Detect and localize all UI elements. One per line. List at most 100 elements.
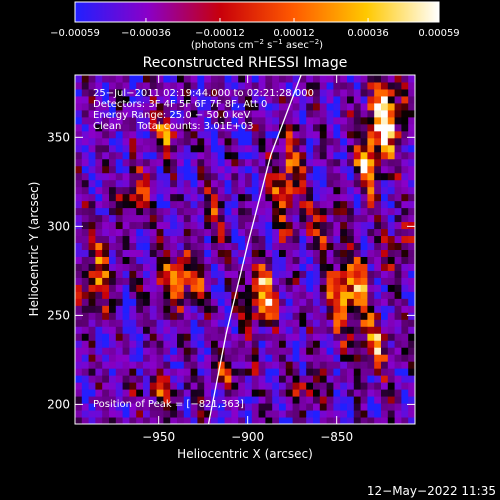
heatmap-cell (245, 207, 253, 216)
heatmap-cell (197, 312, 205, 320)
heatmap-cell (102, 186, 110, 195)
heatmap-cell (217, 151, 226, 160)
heatmap-cell (136, 200, 144, 209)
heatmap-cell (217, 95, 226, 104)
annotation-peak-position: Position of Peak = [−821,363] (93, 399, 244, 410)
heatmap-cell (272, 291, 280, 299)
heatmap-cell (272, 417, 280, 424)
heatmap-cell (367, 291, 375, 299)
heatmap-cell (129, 284, 137, 292)
heatmap-cell (75, 186, 83, 195)
heatmap-cell (231, 263, 239, 271)
heatmap-cell (217, 88, 226, 97)
heatmap-cell (360, 214, 368, 223)
heatmap-cell (115, 291, 124, 299)
heatmap-cell (231, 81, 239, 90)
heatmap-cell (156, 389, 164, 397)
heatmap-cell (136, 354, 144, 362)
heatmap-cell (245, 221, 253, 230)
heatmap-cell (75, 172, 83, 181)
heatmap-cell (347, 75, 355, 83)
heatmap-cell (163, 277, 171, 285)
heatmap-cell (347, 88, 355, 97)
heatmap-cell (177, 116, 185, 125)
heatmap-cell (75, 75, 83, 83)
heatmap-cell (251, 151, 260, 160)
heatmap-cell (238, 354, 246, 362)
heatmap-cell (190, 151, 198, 160)
heatmap-cell (367, 396, 375, 404)
heatmap-cell (75, 88, 83, 97)
heatmap-cell (251, 305, 260, 313)
heatmap-cell (292, 179, 300, 188)
heatmap-cell (340, 340, 348, 348)
y-tick-label: 250 (47, 308, 70, 322)
heatmap-cell (136, 130, 144, 139)
heatmap-cell (381, 277, 389, 285)
heatmap-cell (136, 249, 144, 257)
heatmap-cell (217, 368, 226, 376)
heatmap-cell (326, 116, 334, 125)
heatmap-cell (265, 291, 273, 299)
heatmap-cell (387, 221, 396, 230)
heatmap-cell (360, 361, 368, 369)
heatmap-cell (102, 137, 110, 146)
heatmap-cell (251, 242, 260, 250)
heatmap-cell (81, 221, 90, 230)
heatmap-cell (347, 375, 355, 383)
heatmap-cell (265, 221, 273, 230)
heatmap-cell (258, 207, 266, 216)
heatmap-cell (183, 116, 192, 125)
heatmap-cell (340, 277, 348, 285)
heatmap-cell (102, 312, 110, 320)
heatmap-cell (374, 256, 382, 264)
heatmap-cell (88, 361, 96, 369)
heatmap-cell (170, 221, 178, 230)
heatmap-cell (319, 81, 328, 90)
heatmap-cell (231, 277, 239, 285)
heatmap-cell (170, 284, 178, 292)
heatmap-cell (353, 228, 362, 237)
heatmap-cell (136, 410, 144, 418)
heatmap-cell (251, 228, 260, 237)
heatmap-cell (381, 347, 389, 355)
heatmap-cell (292, 249, 300, 257)
heatmap-cell (177, 263, 185, 271)
heatmap-cell (265, 284, 273, 292)
heatmap-cell (265, 333, 273, 341)
heatmap-cell (313, 347, 321, 355)
heatmap-cell (163, 417, 171, 424)
heatmap-cell (183, 403, 192, 411)
heatmap-cell (306, 389, 314, 397)
heatmap-cell (408, 109, 415, 118)
heatmap-cell (211, 207, 219, 216)
heatmap-cell (183, 368, 192, 376)
heatmap-cell (190, 277, 198, 285)
heatmap-cell (381, 193, 389, 202)
heatmap-cell (170, 193, 178, 202)
heatmap-cell (190, 249, 198, 257)
heatmap-cell (122, 144, 130, 153)
heatmap-cell (367, 123, 375, 132)
heatmap-cell (408, 172, 415, 181)
heatmap-cell (115, 151, 124, 160)
heatmap-cell (319, 361, 328, 369)
heatmap-cell (374, 193, 382, 202)
heatmap-cell (163, 347, 171, 355)
heatmap-cell (156, 235, 164, 244)
heatmap-cell (258, 305, 266, 313)
heatmap-cell (292, 333, 300, 341)
heatmap-cell (347, 102, 355, 111)
heatmap-cell (394, 382, 402, 390)
heatmap-cell (75, 284, 83, 292)
heatmap-cell (102, 375, 110, 383)
heatmap-cell (381, 116, 389, 125)
heatmap-cell (81, 284, 90, 292)
heatmap-cell (115, 130, 124, 139)
heatmap-cell (340, 88, 348, 97)
heatmap-cell (367, 102, 375, 111)
heatmap-cell (265, 214, 273, 223)
heatmap-cell (156, 102, 164, 111)
heatmap-cell (313, 165, 321, 174)
heatmap-cell (394, 186, 402, 195)
